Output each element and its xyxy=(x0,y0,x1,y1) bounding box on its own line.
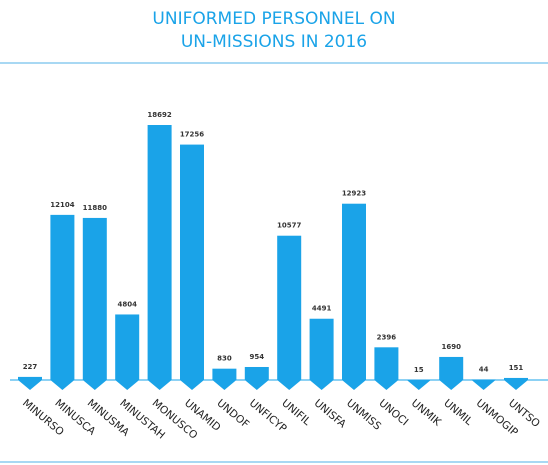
value-label: 954 xyxy=(249,353,264,361)
x-tick-label: UNISFA xyxy=(312,397,349,431)
value-label: 4491 xyxy=(312,305,332,313)
bar-pointer xyxy=(180,380,204,390)
bar xyxy=(244,366,269,380)
bar xyxy=(504,377,528,380)
bar xyxy=(115,314,140,380)
bar-pointer xyxy=(18,380,42,390)
value-label: 1690 xyxy=(441,343,461,351)
bar-pointer xyxy=(277,380,302,390)
x-tick-label: UNMISS xyxy=(344,397,383,433)
bar-pointer xyxy=(504,380,528,390)
bar-pointer xyxy=(342,380,366,390)
chart-title: UN-MISSIONS IN 2016 xyxy=(181,32,367,52)
value-label: 12104 xyxy=(50,201,74,209)
value-label: 830 xyxy=(217,355,232,363)
bar xyxy=(82,217,107,380)
value-label: 227 xyxy=(23,363,38,371)
value-label: 18692 xyxy=(147,111,171,119)
bar-pointer xyxy=(309,380,334,390)
bar xyxy=(277,235,302,380)
value-label: 11880 xyxy=(83,204,107,212)
bar-pointer xyxy=(374,380,399,390)
value-label: 2396 xyxy=(377,333,397,341)
value-label: 44 xyxy=(479,365,489,373)
bar-pointer xyxy=(82,380,107,390)
bar xyxy=(309,318,334,380)
x-tick-label: UNMIL xyxy=(441,397,475,428)
x-tick-label: UNMIK xyxy=(409,397,444,429)
value-label: 15 xyxy=(414,366,424,374)
bar-pointer xyxy=(147,380,172,390)
bar xyxy=(471,379,496,380)
chart-title: UNIFORMED PERSONNEL ON xyxy=(152,9,395,29)
bar-pointer xyxy=(406,380,431,390)
value-label: 17256 xyxy=(180,131,204,139)
bar-pointer xyxy=(50,380,75,390)
value-label: 12923 xyxy=(342,190,366,198)
bar-pointer xyxy=(439,380,464,390)
bar-pointer xyxy=(244,380,269,390)
bar xyxy=(212,368,237,380)
bar xyxy=(147,125,172,380)
bar xyxy=(439,356,464,380)
value-label: 10577 xyxy=(277,222,301,230)
bar-pointer xyxy=(471,380,496,390)
value-label: 4804 xyxy=(117,300,137,308)
bar xyxy=(180,144,204,380)
bar xyxy=(18,376,42,380)
value-label: 151 xyxy=(509,364,524,372)
bar-pointer xyxy=(212,380,237,390)
bar-pointer xyxy=(115,380,140,390)
bar xyxy=(50,214,75,380)
bar xyxy=(374,347,399,380)
bar xyxy=(342,203,366,380)
